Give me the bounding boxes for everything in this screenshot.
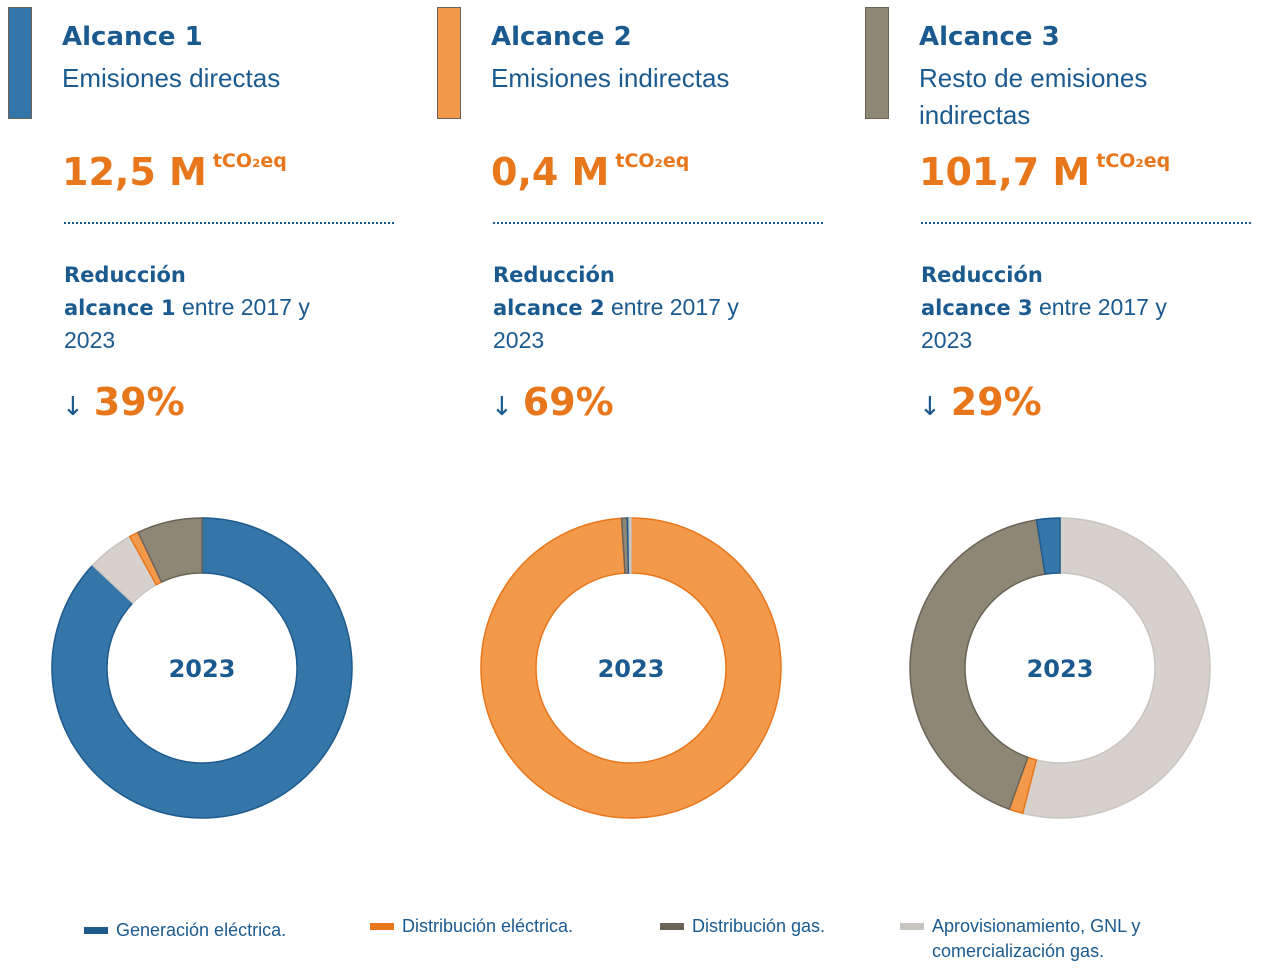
reduction-scope: alcance 1: [64, 296, 176, 320]
legend-label: Distribución eléctrica.: [402, 916, 574, 936]
legend-item: Generación eléctrica.: [84, 918, 344, 943]
reduction-label: Reducción: [64, 263, 186, 287]
donut-slice: [51, 517, 353, 819]
donut-slice: [1021, 517, 1211, 819]
change-value: 29%: [950, 380, 1042, 424]
scope-subtitle: Emisiones indirectas: [491, 63, 730, 93]
donut-center-label: 2023: [598, 655, 665, 683]
reduction-scope: alcance 2: [493, 296, 605, 320]
donut-slice: [1035, 517, 1061, 576]
amount-value: 0,4 M: [491, 150, 610, 194]
donut-slice: [480, 517, 782, 819]
legend-label: Distribución gas.: [692, 916, 826, 936]
reduction-text: Reducción alcance 3 entre 2017 y 2023: [921, 258, 1191, 356]
scope-subtitle: Emisiones directas: [62, 63, 281, 93]
scope-column: Alcance 3 Resto de emisiones indirectas 10…: [865, 0, 1263, 440]
change-arrow: ↓: [62, 392, 84, 422]
amount-unit: tCO₂eq: [1096, 150, 1171, 172]
reduction-period: entre 2017 y 2023: [64, 294, 310, 353]
scope-color-bar: [8, 7, 32, 119]
donut-center-label: 2023: [169, 655, 236, 683]
donut-slice: [137, 517, 203, 584]
change-arrow: ↓: [491, 392, 513, 422]
scope-title: Alcance 1: [62, 22, 203, 52]
reduction-text: Reducción alcance 1 entre 2017 y 2023: [64, 258, 334, 356]
dotted-separator: [921, 222, 1251, 224]
reduction-text: Reducción alcance 2 entre 2017 y 2023: [493, 258, 763, 356]
reduction-label: Reducción: [493, 263, 615, 287]
scope-title: Alcance 3: [919, 22, 1060, 52]
reduction-scope: alcance 3: [921, 296, 1033, 320]
reduction-period: entre 2017 y 2023: [493, 294, 739, 353]
amount-unit: tCO₂eq: [212, 150, 287, 172]
reduction-period: entre 2017 y 2023: [921, 294, 1167, 353]
donut-center-label: 2023: [1027, 655, 1094, 683]
legend-item: Distribución gas.: [660, 914, 880, 939]
change-value: 39%: [93, 380, 185, 424]
legend-label: Aprovisionamiento, GNL y comercializació…: [932, 916, 1141, 961]
donut-slice: [628, 517, 632, 574]
amount-value: 12,5 M: [62, 150, 207, 194]
reduction-change: ↓ 69%: [491, 380, 614, 424]
donut-slice: [909, 518, 1046, 811]
reduction-change: ↓ 39%: [62, 380, 185, 424]
change-arrow: ↓: [919, 392, 941, 422]
legend-swatch: [84, 927, 108, 934]
dotted-separator: [64, 222, 394, 224]
reduction-change: ↓ 29%: [919, 380, 1042, 424]
legend-swatch: [660, 923, 684, 930]
dotted-separator: [493, 222, 823, 224]
legend-label: Generación eléctrica.: [116, 920, 287, 940]
scope-color-bar: [437, 7, 461, 119]
scope-title: Alcance 2: [491, 22, 632, 52]
legend-swatch: [900, 923, 924, 930]
amount-unit: tCO₂eq: [615, 150, 690, 172]
reduction-label: Reducción: [921, 263, 1043, 287]
scope-color-bar: [865, 7, 889, 119]
change-value: 69%: [522, 380, 614, 424]
legend-swatch: [370, 923, 394, 930]
legend-item: Distribución eléctrica.: [370, 914, 640, 939]
legend-item: Aprovisionamiento, GNL y comercializació…: [900, 914, 1190, 964]
scope-subtitle: Resto de emisiones indirectas: [919, 63, 1148, 130]
amount-value: 101,7 M: [919, 150, 1091, 194]
